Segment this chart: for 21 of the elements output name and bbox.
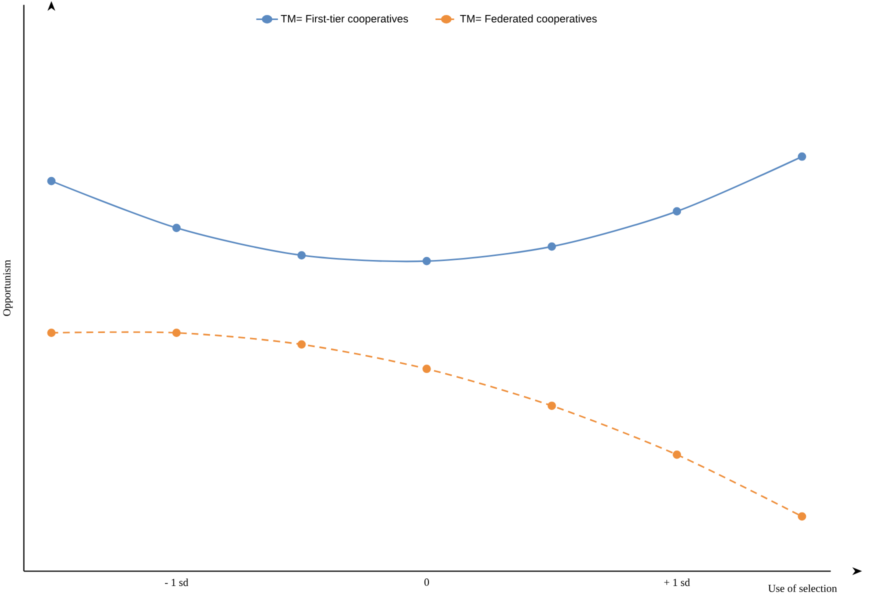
point — [672, 206, 682, 216]
point — [297, 340, 306, 348]
y-axis-title: Opportunism — [3, 260, 13, 316]
point — [422, 364, 431, 373]
point — [172, 328, 181, 337]
x-tick-label: 0 — [424, 578, 429, 586]
point — [798, 152, 806, 161]
legend-label: TM= Federated cooperatives — [460, 14, 597, 24]
point — [172, 224, 181, 232]
x-tick-label: + 1 sd — [664, 578, 690, 586]
x-tick-label: - 1 sd — [164, 578, 188, 586]
x-axis-title: Use of selection — [768, 584, 837, 592]
point — [672, 450, 682, 459]
point — [47, 328, 56, 337]
point — [548, 401, 556, 410]
point — [798, 512, 806, 520]
point — [297, 250, 306, 260]
point — [548, 242, 556, 251]
legend-label: TM= First-tier cooperatives — [280, 14, 408, 24]
point — [47, 176, 56, 186]
point — [422, 256, 431, 266]
